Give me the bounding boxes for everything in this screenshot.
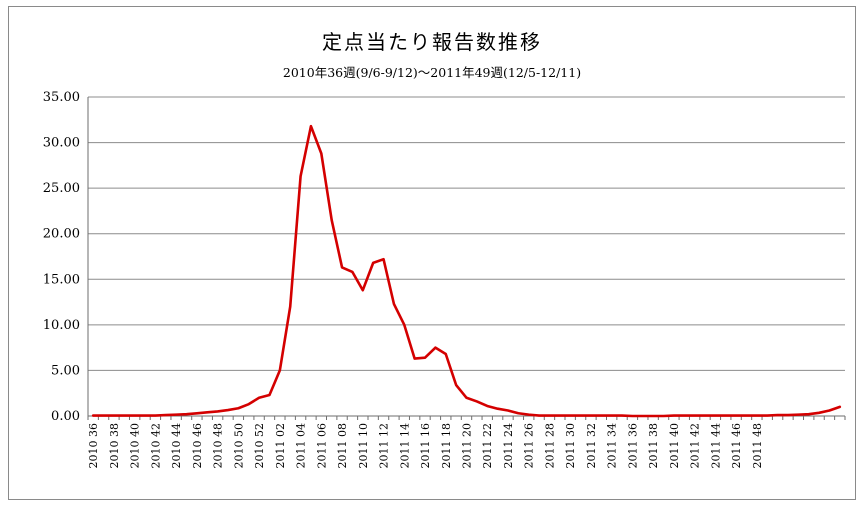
y-tick-label: 5.00 (51, 363, 80, 378)
y-tick-label: 35.00 (43, 90, 80, 105)
grid-lines (88, 96, 845, 371)
x-tick-label: 2011 46 (730, 423, 743, 469)
x-tick-label: 2011 44 (709, 423, 722, 469)
chart-title: 定点当たり報告数推移 (322, 30, 542, 54)
x-tick-label: 2010 46 (191, 423, 204, 469)
x-tick-label: 2010 38 (108, 423, 121, 469)
y-tick-label: 0.00 (51, 409, 80, 424)
x-tick-label: 2011 14 (398, 423, 411, 469)
y-tick-label: 15.00 (43, 272, 80, 287)
x-tick-label: 2011 28 (543, 423, 556, 469)
x-tick-label: 2011 06 (315, 423, 328, 469)
x-tick-label: 2011 48 (751, 423, 764, 469)
x-tick-label: 2011 32 (585, 423, 598, 469)
x-axis (87, 97, 846, 420)
x-tick-label: 2011 40 (668, 423, 681, 469)
chart-subtitle: 2010年36週(9/6-9/12)～2011年49週(12/5-12/11) (282, 65, 582, 80)
x-tick-label: 2011 16 (419, 423, 432, 469)
x-axis-ticks: 2010 36 2010 38 2010 40 2010 42 2010 44 2010 … (87, 423, 764, 469)
x-tick-label: 2011 18 (440, 423, 453, 469)
x-tick-label: 2010 40 (129, 423, 142, 469)
x-tick-label: 2011 24 (502, 423, 515, 469)
x-tick-label: 2010 42 (149, 423, 162, 469)
x-tick-label: 2011 34 (606, 423, 619, 469)
x-tick-label: 2011 12 (378, 423, 391, 469)
x-tick-label: 2011 30 (564, 423, 577, 469)
x-tick-label: 2010 36 (87, 423, 100, 469)
x-tick-label: 2010 52 (253, 423, 266, 469)
x-tick-label: 2011 02 (274, 423, 287, 469)
x-tick-label: 2011 22 (481, 423, 494, 469)
y-tick-label: 25.00 (43, 181, 80, 196)
x-tick-label: 2011 26 (523, 423, 536, 469)
x-tick-label: 2011 38 (647, 423, 660, 469)
chart-frame (8, 6, 856, 500)
y-tick-label: 10.00 (43, 318, 80, 333)
x-tick-label: 2011 08 (336, 423, 349, 469)
x-tick-label: 2010 44 (170, 423, 183, 469)
x-tick-label: 2011 10 (357, 423, 370, 469)
x-tick-label: 2011 42 (689, 423, 702, 469)
series-group (91, 124, 842, 418)
x-tick-label: 2010 50 (232, 423, 245, 469)
y-tick-label: 30.00 (43, 136, 80, 151)
x-tick-label: 2011 20 (461, 423, 474, 469)
x-tick-label: 2011 04 (295, 423, 308, 469)
y-axis-ticks: 0.00 5.00 10.00 15.00 20.00 25.00 30.00 35.00 (43, 90, 80, 424)
x-tick-label: 2010 48 (212, 423, 225, 469)
y-tick-label: 20.00 (43, 227, 80, 242)
x-tick-label: 2011 36 (626, 423, 639, 469)
series-line (91, 124, 842, 418)
